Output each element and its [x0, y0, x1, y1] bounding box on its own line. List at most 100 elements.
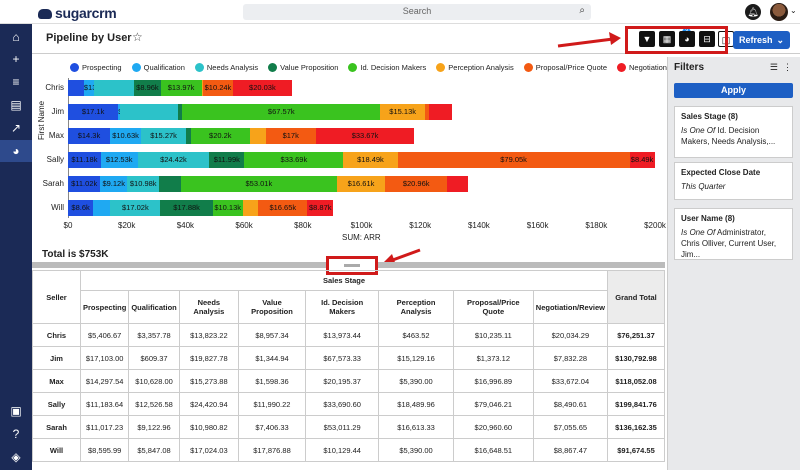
bar-segment[interactable]: $19.83k: [118, 104, 120, 120]
chart-view-button[interactable]: ◕: [679, 31, 695, 47]
bar-segment[interactable]: $11.99k: [209, 152, 245, 168]
bar-segment[interactable]: $10.24k: [202, 80, 233, 96]
notifications-bell-icon[interactable]: 🔔︎: [745, 4, 761, 20]
y-tick-label: Max: [48, 131, 64, 140]
bar-segment[interactable]: $13.97k: [160, 80, 202, 96]
legend-item[interactable]: Value Proposition: [268, 61, 338, 73]
user-avatar[interactable]: [770, 3, 788, 21]
stage-column-header[interactable]: Qualification: [128, 290, 180, 324]
bar-segment[interactable]: [93, 80, 135, 96]
bar-segment[interactable]: $18.49k: [343, 152, 398, 168]
stage-column-header[interactable]: Id. Decision Makers: [305, 290, 380, 324]
bar-segment[interactable]: $12.53k: [100, 152, 138, 168]
bar-segment[interactable]: [93, 200, 111, 216]
legend-item[interactable]: Negotiation/Review: [617, 61, 694, 73]
bar-segment[interactable]: $10.63k: [109, 128, 142, 144]
bar-segment[interactable]: [159, 176, 182, 192]
filter-toggle-button[interactable]: ▼: [639, 31, 655, 47]
bar-segment[interactable]: $33.69k: [244, 152, 344, 168]
value-cell: $16,613.33: [378, 415, 454, 439]
filter-card-user-name[interactable]: User Name (8) Is One Of Administrator, C…: [674, 208, 793, 260]
chevron-down-icon[interactable]: ⌄: [776, 35, 784, 45]
dashboard-pie-icon[interactable]: ◕: [0, 140, 32, 162]
plus-icon[interactable]: +: [12, 52, 20, 66]
bar-segment[interactable]: [242, 200, 259, 216]
table-view-button[interactable]: ▦: [659, 31, 675, 47]
legend-item[interactable]: Proposal/Price Quote: [523, 61, 607, 73]
bar-segment[interactable]: $13.82k: [83, 80, 94, 96]
legend-item[interactable]: Needs Analysis: [194, 61, 258, 73]
bar-segment[interactable]: $8.96k: [134, 80, 161, 96]
document-icon[interactable]: ▤: [10, 98, 22, 112]
stage-column-header[interactable]: Prospecting: [79, 290, 130, 324]
list-options-icon[interactable]: ☰: [769, 62, 778, 72]
bar-segment[interactable]: $8.87k: [307, 200, 334, 216]
legend-item[interactable]: Prospecting: [70, 61, 122, 73]
bar-segment[interactable]: $10.13k: [212, 200, 243, 216]
bar-segment[interactable]: [178, 104, 183, 120]
legend-item[interactable]: Perception Analysis: [436, 61, 514, 73]
legend-item[interactable]: Id. Decision Makers: [348, 61, 426, 73]
value-cell: $7,406.33: [237, 415, 307, 439]
reports-chart-icon[interactable]: ↗: [10, 121, 22, 135]
refresh-button[interactable]: Refresh ⌄: [733, 31, 790, 49]
notes-icon[interactable]: ▣: [10, 404, 22, 418]
bar-segment[interactable]: $16.65k: [258, 200, 308, 216]
bar-segment[interactable]: [201, 80, 203, 96]
filter-card-close-date[interactable]: Expected Close Date This Quarter: [674, 162, 793, 200]
bar-segment[interactable]: [428, 104, 452, 120]
help-icon[interactable]: ?: [12, 427, 20, 441]
user-menu-chevron-icon[interactable]: ⌄: [790, 6, 797, 15]
stage-column-header[interactable]: Value Proposition: [237, 290, 307, 324]
legend-item[interactable]: Qualification: [131, 61, 185, 73]
more-options-icon[interactable]: ⋮: [783, 62, 792, 72]
apply-filters-button[interactable]: Apply: [674, 83, 793, 98]
bar-segment[interactable]: $17.88k: [160, 200, 213, 216]
bar-segment[interactable]: $20.2k: [190, 128, 250, 144]
bar-segment[interactable]: $20.03k: [232, 80, 292, 96]
bar-segment[interactable]: $16.61k: [336, 176, 386, 192]
bar-segment[interactable]: $9.12k: [100, 176, 128, 192]
stage-column-header[interactable]: Proposal/Price Quote: [452, 290, 534, 324]
filter-card-sales-stage[interactable]: Sales Stage (8) Is One Of Id. Decision M…: [674, 106, 793, 158]
bar-segment[interactable]: $8.6k: [68, 200, 94, 216]
favorite-star-icon[interactable]: ☆: [132, 30, 143, 44]
bar-segment[interactable]: $11.18k: [68, 152, 101, 168]
bar-segment[interactable]: $17.1k: [68, 104, 119, 120]
stage-column-header[interactable]: Negotiation/Review: [532, 290, 609, 324]
bar-segment[interactable]: $14.3k: [68, 128, 110, 144]
bar-segment[interactable]: [249, 128, 266, 144]
bar-segment[interactable]: $67.57k: [182, 104, 381, 120]
grand-total-header[interactable]: Grand Total: [607, 270, 665, 324]
value-cell: $7,832.28: [532, 346, 609, 370]
bar-segment[interactable]: $17k: [265, 128, 316, 144]
bar-segment[interactable]: [185, 128, 191, 144]
filter-list-icon[interactable]: ≡: [12, 75, 20, 89]
bar-segment[interactable]: [446, 176, 468, 192]
bar-segment[interactable]: $17.02k: [110, 200, 161, 216]
sugarcrm-logo[interactable]: sugarcrm: [38, 5, 117, 21]
layers-icon[interactable]: ◈: [11, 450, 21, 464]
bar-segment[interactable]: $15.27k: [141, 128, 186, 144]
split-horizontal-button[interactable]: ⊟: [699, 31, 715, 47]
bar-segment[interactable]: $8.49k: [629, 152, 655, 168]
bar-segment[interactable]: $11.02k: [68, 176, 101, 192]
bar-segment[interactable]: $33.67k: [315, 128, 415, 144]
bar-segment[interactable]: $53.01k: [181, 176, 337, 192]
bar-segment[interactable]: $79.05k: [397, 152, 630, 168]
bar-segment[interactable]: $24.42k: [137, 152, 210, 168]
bar-segment[interactable]: $20.96k: [385, 176, 447, 192]
grand-total-cell: $136,162.35: [607, 415, 665, 439]
global-search-input[interactable]: Search ⌕: [243, 4, 591, 20]
bar-segment[interactable]: $15.13k: [380, 104, 425, 120]
stage-column-header[interactable]: Perception Analysis: [378, 290, 454, 324]
value-cell: $10,980.82: [178, 415, 239, 439]
stage-column-header[interactable]: Needs Analysis: [178, 290, 239, 324]
bar-segment[interactable]: $10.98k: [127, 176, 160, 192]
seller-header[interactable]: Seller: [32, 270, 81, 324]
home-icon[interactable]: ⌂: [12, 30, 20, 44]
bar-segment[interactable]: [119, 104, 179, 120]
filter-card-value: Is One Of Id. Decision Makers, Needs Ana…: [681, 126, 786, 148]
bar-segment[interactable]: [68, 80, 84, 96]
bar-segment[interactable]: [424, 104, 429, 120]
